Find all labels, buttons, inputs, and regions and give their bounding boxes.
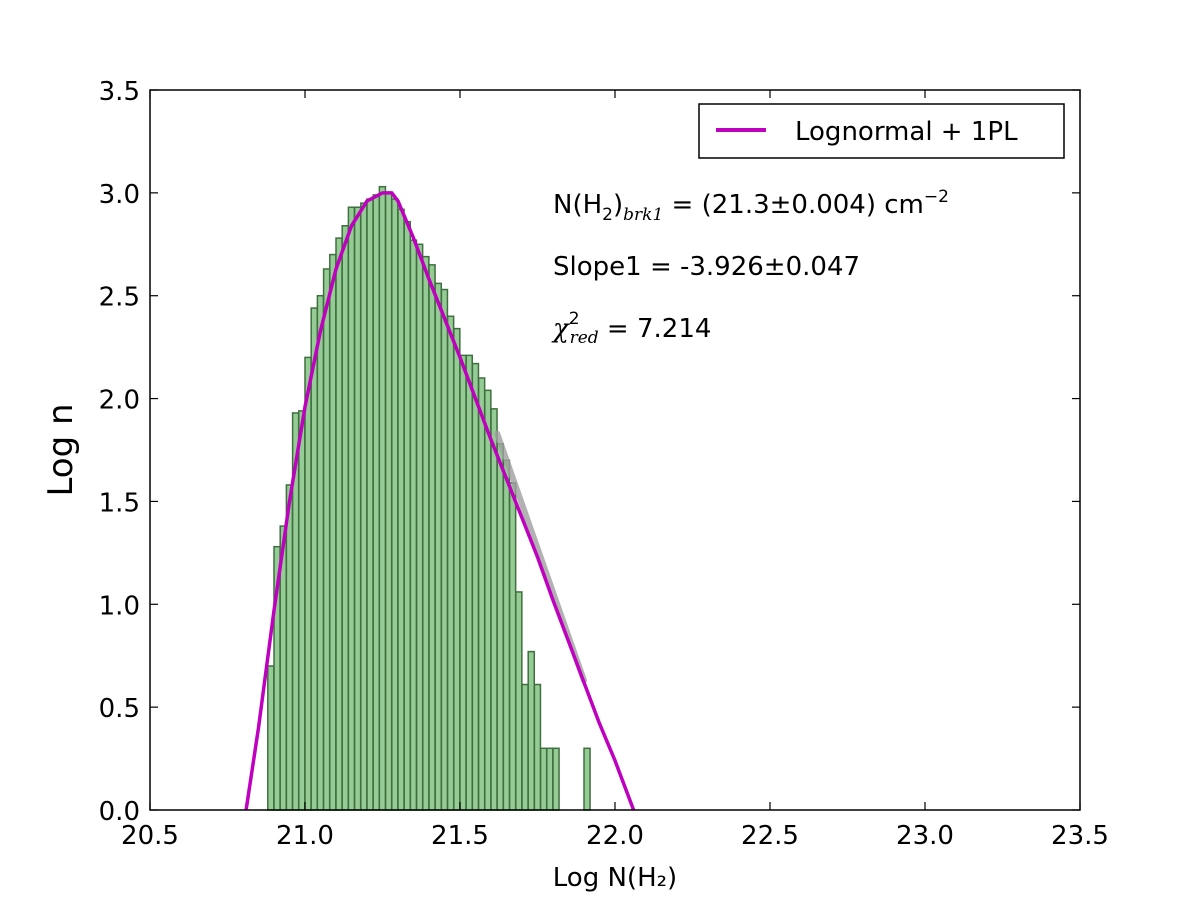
histogram-bar — [422, 255, 430, 811]
histogram-bar — [490, 408, 498, 811]
histogram-bar — [471, 362, 480, 811]
chi-sub: red — [570, 328, 599, 348]
histogram-bar — [465, 354, 473, 811]
histogram-bar — [316, 294, 325, 811]
histogram-bar — [391, 198, 399, 811]
histogram-bar — [353, 206, 362, 811]
histogram-bar — [428, 264, 436, 811]
break-sub-2: 2 — [602, 205, 613, 225]
histogram-bar — [415, 243, 424, 811]
histogram-bar — [502, 459, 511, 811]
histogram-bar — [477, 377, 486, 811]
y-tick-label: 0.0 — [99, 797, 140, 827]
y-tick-label: 1.0 — [99, 591, 140, 621]
histogram-bar — [403, 220, 411, 811]
histogram-bar — [409, 239, 418, 811]
chi-value: = 7.214 — [599, 314, 712, 344]
break-prefix: N(H — [553, 190, 602, 220]
break-sup: −2 — [924, 187, 949, 207]
histogram-bar — [298, 410, 306, 811]
break-close: ) — [613, 190, 623, 220]
fit-curves — [244, 191, 636, 811]
histogram-bar — [583, 747, 591, 811]
histogram-bar — [285, 484, 294, 811]
histogram-bar — [508, 482, 517, 811]
x-tick-label: 23.5 — [1051, 821, 1109, 851]
chi-symbol: χ — [551, 314, 571, 344]
x-tick-label: 21.5 — [431, 821, 489, 851]
break-value: = (21.3±0.004) cm — [663, 190, 924, 220]
histogram-bar — [434, 282, 442, 811]
x-tick-label: 23.0 — [896, 821, 954, 851]
histogram-bar — [397, 208, 405, 811]
y-axis-label: Log n — [41, 403, 81, 496]
slope-annotation: Slope1 = -3.926±0.047 — [553, 252, 860, 282]
histogram-bar — [446, 315, 455, 811]
histogram-bar — [347, 206, 356, 811]
x-tick-label: 22.0 — [586, 821, 644, 851]
histogram-bar — [310, 307, 318, 811]
y-tick-label: 2.0 — [99, 386, 140, 416]
histogram-bar — [322, 268, 331, 811]
histogram-bar — [378, 185, 387, 811]
axis-ticks: 20.5 21.0 21.5 22.0 22.5 23.0 23.50.00.51.01.5… — [99, 77, 1109, 851]
histogram-bar — [533, 683, 542, 811]
histogram-bar — [440, 288, 449, 811]
legend: Lognormal + 1PL — [698, 103, 1065, 159]
x-tick-label: 21.0 — [276, 821, 334, 851]
histogram-bar — [496, 443, 504, 811]
histogram-bar — [515, 591, 523, 811]
break-sub-label: brk1 — [623, 205, 663, 225]
y-tick-label: 2.5 — [99, 283, 140, 313]
legend-label: Lognormal + 1PL — [795, 117, 1018, 147]
histogram-bar — [384, 192, 393, 811]
histogram-bar — [360, 202, 368, 811]
histogram-bar — [329, 253, 337, 811]
y-tick-label: 0.5 — [99, 694, 140, 724]
chi-annotation: χ2 red = 7.214 — [551, 309, 711, 348]
histogram-bar — [484, 389, 492, 811]
break-annotation: N(H2)brk1 = (21.3±0.004) cm−2 — [553, 187, 949, 225]
histogram-bar — [372, 194, 380, 811]
x-tick-label: 22.5 — [741, 821, 799, 851]
histogram-bar — [341, 225, 349, 811]
histogram-bar — [546, 747, 554, 811]
histogram-bar — [366, 198, 374, 811]
y-tick-label: 1.5 — [99, 488, 140, 518]
histogram-bar — [453, 327, 461, 811]
histogram-bar — [527, 650, 535, 811]
y-tick-label: 3.5 — [99, 77, 140, 107]
x-axis-label: Log N(H₂) — [553, 863, 677, 893]
histogram-bar — [335, 237, 343, 811]
histogram-bar — [267, 665, 275, 811]
y-tick-label: 3.0 — [99, 180, 140, 210]
histogram-bar — [304, 356, 312, 811]
x-tick-label: 20.5 — [121, 821, 179, 851]
histogram-bar — [521, 683, 529, 811]
histogram-bar — [459, 354, 467, 811]
histogram-bar — [552, 747, 560, 811]
chi-sup: 2 — [569, 309, 580, 329]
histogram-bar — [539, 747, 548, 811]
fit-curve-line — [244, 191, 636, 811]
